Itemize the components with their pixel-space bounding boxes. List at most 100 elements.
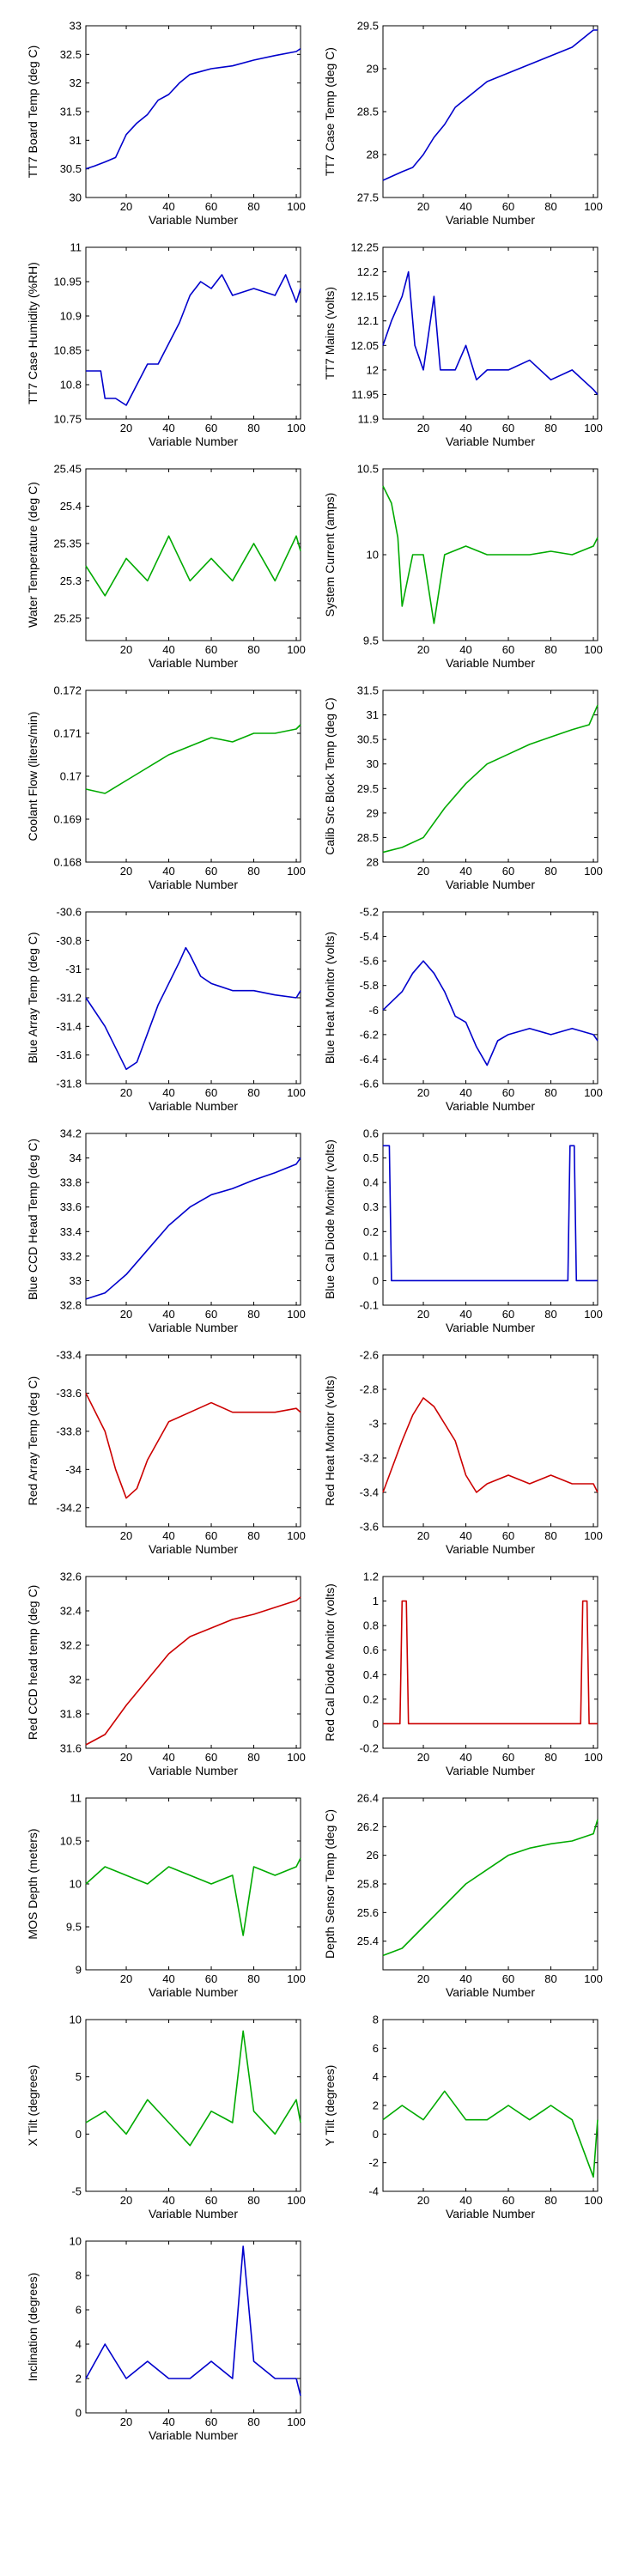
plot-frame — [382, 246, 598, 420]
y-tick-label: 30 — [70, 191, 82, 204]
y-tick-label: 0 — [373, 1717, 379, 1730]
plot-frame — [85, 1133, 301, 1306]
data-series-line — [383, 1600, 598, 1725]
chart-panel-19: 20 40 60 80 100 -5 0 5 10 Variable Number X Tilt (… — [26, 2014, 306, 2221]
y-axis-label: Blue Cal Diode Monitor (volts) — [323, 1139, 337, 1299]
x-tick-label: 20 — [417, 2194, 429, 2207]
y-tick-label: 10.9 — [60, 310, 82, 323]
y-tick-label: 25.35 — [53, 537, 82, 550]
y-tick-label: 11.9 — [358, 413, 379, 426]
plot-frame — [85, 468, 301, 641]
y-tick-label: 30 — [367, 757, 379, 770]
plot-frame — [85, 2240, 301, 2414]
y-tick-label: 10 — [70, 1878, 82, 1891]
x-axis-label: Variable Number — [149, 1321, 238, 1334]
x-tick-label: 60 — [502, 643, 514, 656]
y-tick-label: 31 — [367, 708, 379, 721]
x-tick-label: 80 — [247, 1308, 259, 1321]
y-tick-label: 10.75 — [53, 413, 82, 426]
x-tick-label: 40 — [459, 1972, 471, 1985]
y-tick-label: 0.17 — [60, 770, 82, 783]
y-tick-label: -0.2 — [360, 1742, 379, 1755]
y-tick-label: -5.8 — [360, 979, 379, 992]
data-series-line — [382, 704, 598, 854]
x-tick-label: 60 — [502, 1529, 514, 1542]
x-tick-label: 20 — [120, 1086, 132, 1099]
data-series-line — [86, 274, 301, 406]
x-tick-label: 100 — [287, 2194, 306, 2207]
y-tick-label: -3.4 — [360, 1486, 379, 1499]
x-tick-label: 80 — [544, 865, 556, 878]
x-tick-label: 40 — [162, 1308, 174, 1321]
y-tick-label: -33.8 — [56, 1425, 82, 1437]
data-series-line — [85, 48, 301, 170]
x-tick-label: 20 — [417, 865, 429, 878]
y-tick-label: 0.2 — [363, 1692, 379, 1705]
x-tick-label: 100 — [287, 422, 306, 434]
x-tick-label: 40 — [162, 1086, 174, 1099]
y-tick-label: 0.8 — [363, 1619, 379, 1632]
x-tick-label: 40 — [459, 1308, 471, 1321]
y-tick-label: 0 — [76, 2407, 82, 2420]
y-tick-label: 2 — [76, 2372, 82, 2385]
plot-frame — [382, 25, 598, 198]
x-tick-label: 80 — [247, 422, 259, 434]
y-tick-label: 4 — [373, 2070, 379, 2083]
y-tick-label: 0.4 — [363, 1176, 379, 1189]
data-series-line — [382, 29, 598, 181]
y-tick-label: 25.4 — [357, 1935, 379, 1947]
y-tick-label: 31 — [70, 134, 82, 147]
y-tick-label: 2 — [373, 2099, 379, 2112]
y-tick-label: -5.6 — [360, 955, 379, 968]
y-tick-label: 26.4 — [357, 1792, 379, 1805]
x-axis-label: Variable Number — [446, 1542, 535, 1556]
plot-frame — [382, 2019, 598, 2192]
y-tick-label: 29 — [367, 63, 379, 76]
x-tick-label: 60 — [205, 2194, 217, 2207]
x-tick-label: 20 — [417, 200, 429, 213]
x-tick-label: 60 — [502, 1086, 514, 1099]
y-tick-label: 1.2 — [363, 1571, 379, 1583]
x-tick-label: 20 — [417, 1308, 429, 1321]
x-tick-label: 60 — [502, 1972, 514, 1985]
y-tick-label: 27.5 — [357, 191, 379, 204]
x-tick-label: 60 — [205, 1751, 217, 1764]
y-tick-label: 10.5 — [357, 463, 379, 476]
y-tick-label: 10 — [367, 549, 379, 562]
data-series-line — [85, 1157, 301, 1300]
x-tick-label: 60 — [205, 1308, 217, 1321]
y-axis-label: TT7 Case Humidity (%RH) — [26, 262, 39, 404]
x-tick-label: 60 — [502, 2194, 514, 2207]
x-axis-label: Variable Number — [446, 1764, 535, 1777]
x-tick-label: 60 — [502, 1308, 514, 1321]
y-tick-label: 30.5 — [357, 733, 379, 746]
y-tick-label: -31.6 — [56, 1048, 82, 1061]
x-tick-label: 40 — [162, 2415, 174, 2428]
data-series-line — [382, 960, 598, 1066]
x-tick-label: 80 — [247, 1529, 259, 1542]
y-tick-label: 1 — [373, 1595, 379, 1607]
x-tick-label: 20 — [120, 2194, 132, 2207]
x-tick-label: 100 — [584, 1086, 603, 1099]
x-tick-label: 80 — [544, 1308, 556, 1321]
y-axis-label: Blue Array Temp (deg C) — [26, 932, 39, 1063]
y-tick-label: 9 — [76, 1964, 82, 1977]
x-tick-label: 80 — [247, 200, 259, 213]
x-tick-label: 40 — [162, 422, 174, 434]
x-tick-label: 100 — [287, 2415, 306, 2428]
x-tick-label: 100 — [287, 1751, 306, 1764]
chart-panel-9: 20 40 60 80 100 -31.8 -31.6 -31.4 -31.2 -31 -30.8 -… — [26, 906, 306, 1114]
y-axis-label: Red Heat Monitor (volts) — [323, 1376, 337, 1506]
x-tick-label: 20 — [120, 1529, 132, 1542]
y-tick-label: 4 — [76, 2338, 82, 2351]
plot-frame — [85, 1354, 301, 1528]
x-tick-label: 80 — [247, 1086, 259, 1099]
chart-panel-5: 20 40 60 80 100 25.25 25.3 25.35 25.4 25.45 Variab… — [26, 463, 306, 671]
y-tick-label: 10.85 — [53, 344, 82, 357]
y-tick-label: -34.2 — [56, 1501, 82, 1514]
chart-panel-17: 20 40 60 80 100 9 9.5 10 10.5 11 Variable Number MO… — [26, 1792, 306, 2000]
y-tick-label: 0.169 — [53, 813, 82, 826]
x-tick-label: 40 — [162, 2194, 174, 2207]
x-tick-label: 40 — [459, 422, 471, 434]
data-series-line — [85, 724, 301, 794]
